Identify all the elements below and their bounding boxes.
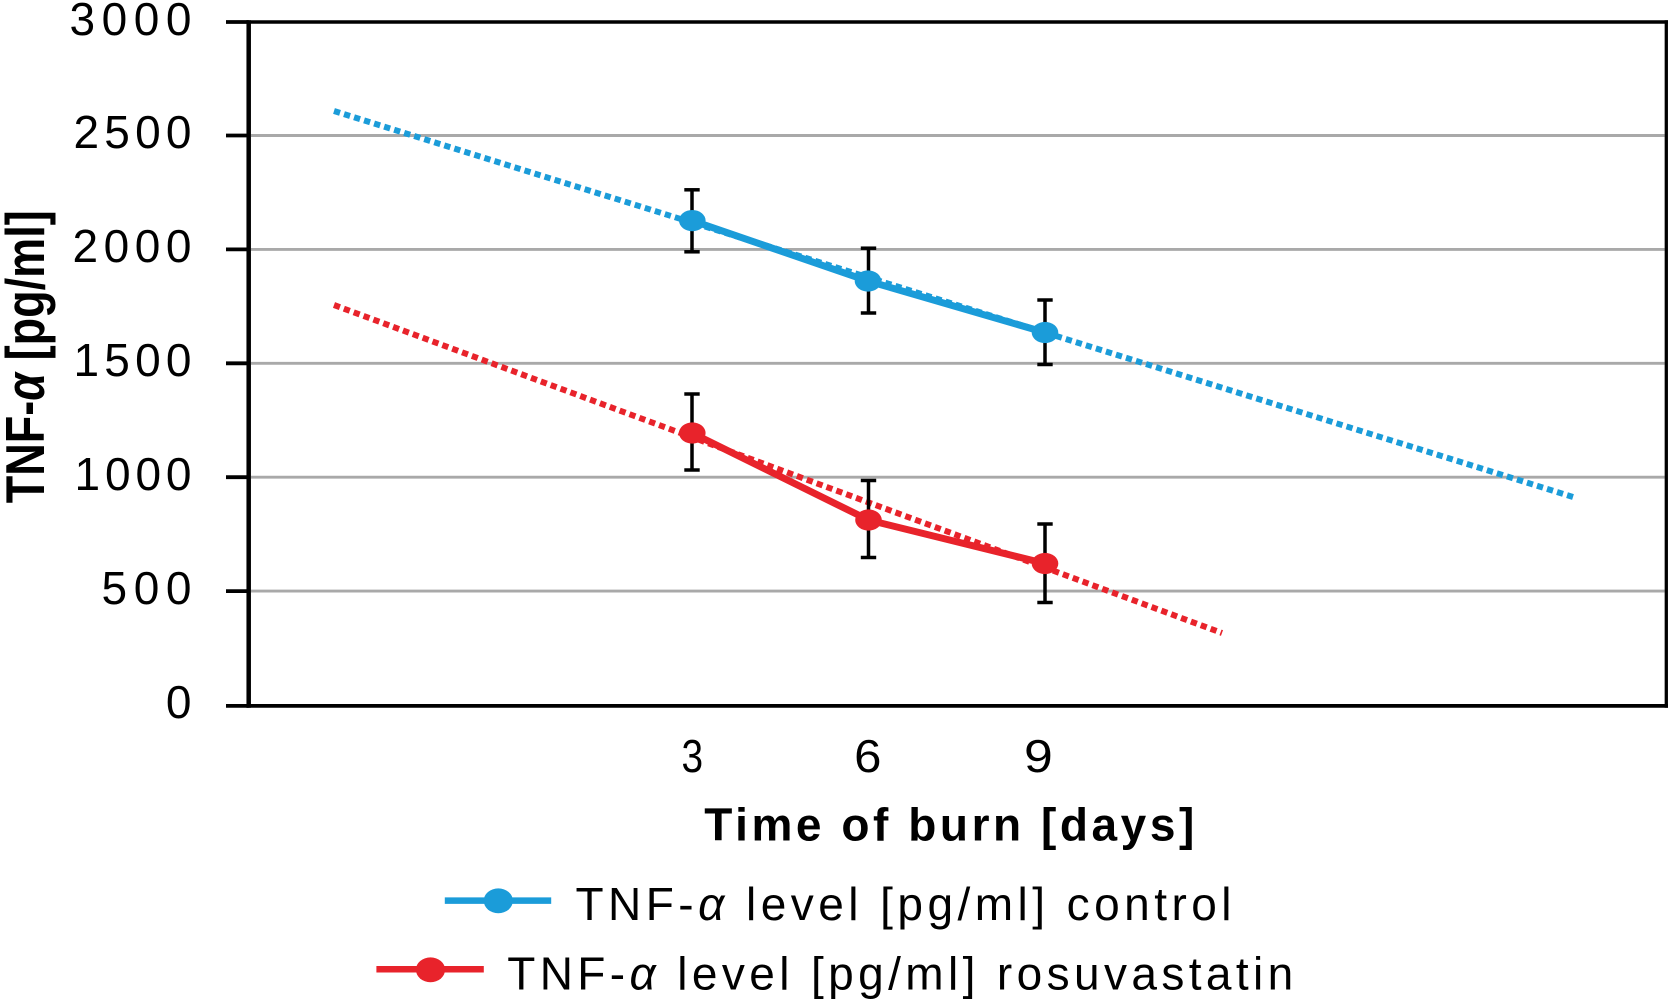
svg-text:TNF-α [pg/ml]: TNF-α [pg/ml] (0, 210, 56, 503)
svg-text:0: 0 (166, 676, 192, 728)
svg-text:9: 9 (1024, 730, 1053, 782)
svg-text:500: 500 (102, 562, 192, 614)
svg-text:Time of burn [days]: Time of burn [days] (704, 799, 1194, 851)
svg-text:6: 6 (854, 730, 881, 782)
svg-text:3: 3 (682, 730, 704, 782)
svg-text:TNF-α level [pg/ml] rosuvastat: TNF-α level [pg/ml] rosuvastatin (507, 947, 1293, 999)
